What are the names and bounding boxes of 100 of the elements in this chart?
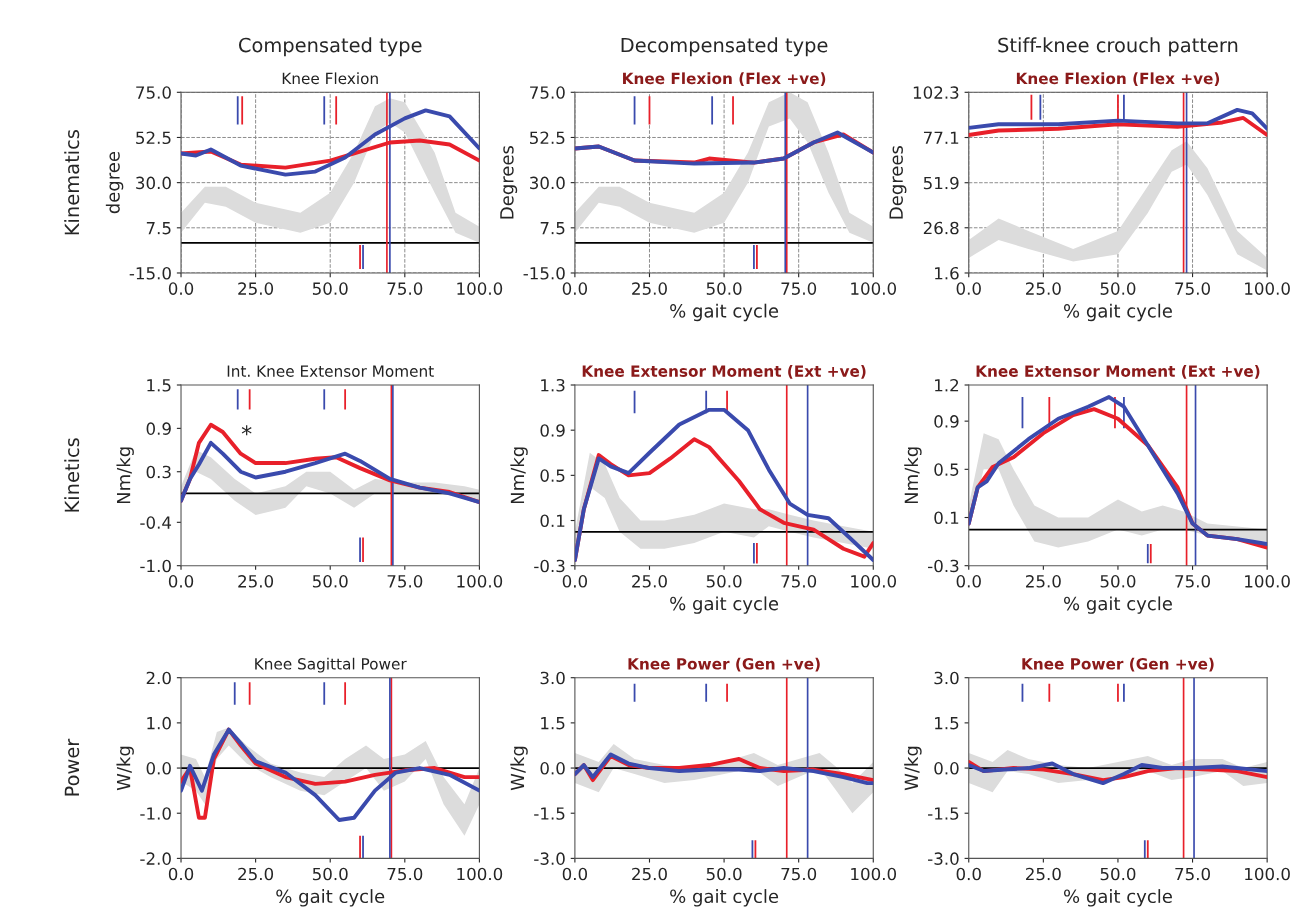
y-tick-label: 0.0 <box>540 762 565 775</box>
y-tick-label: -1.0 <box>140 807 171 820</box>
y-tick-label: -3.0 <box>928 852 959 865</box>
y-tick-label: 0.9 <box>146 422 171 435</box>
x-tick-label: 50.0 <box>1100 282 1136 295</box>
y-axis-title: Nm/kg <box>510 447 528 504</box>
y-tick-label: -3.0 <box>534 852 565 865</box>
x-tick-label: 75.0 <box>387 282 423 295</box>
chart-title: Knee Sagittal Power <box>255 657 407 673</box>
x-tick-label: 50.0 <box>312 282 348 295</box>
y-tick-label: 1.0 <box>147 716 171 730</box>
x-tick-label: 25.0 <box>632 282 667 295</box>
x-tick-label: 75.0 <box>781 867 817 881</box>
x-tick-label: 75.0 <box>1175 867 1210 881</box>
y-tick-label: 1.6 <box>935 266 959 280</box>
y-tick-label: 30.0 <box>136 176 171 190</box>
x-tick-label: 75.0 <box>1175 282 1210 295</box>
x-axis-title: % gait cycle <box>1063 596 1172 614</box>
y-tick-label: 0.1 <box>540 514 565 528</box>
x-axis-title: % gait cycle <box>670 596 779 614</box>
y-tick-label: 26.8 <box>923 221 959 235</box>
y-axis-title: Nm/kg <box>116 447 134 504</box>
x-tick-label: 0.0 <box>562 575 588 588</box>
x-tick-label: 50.0 <box>1100 575 1136 588</box>
x-tick-label: 25.0 <box>238 575 274 588</box>
x-tick-label: 0.0 <box>562 282 588 295</box>
x-axis-title: % gait cycle <box>1063 303 1172 322</box>
x-tick-label: 0.0 <box>168 867 194 881</box>
x-tick-label: 100.0 <box>457 575 503 588</box>
y-tick-label: 102.3 <box>913 86 959 99</box>
x-tick-label: 50.0 <box>312 867 348 881</box>
y-tick-label: -0.4 <box>140 516 172 529</box>
y-axis-title: W/kg <box>116 746 134 791</box>
chart-title: Knee Power (Gen +ve) <box>1022 657 1214 672</box>
y-tick-label: 75.0 <box>530 86 565 99</box>
chart-title: Knee Flexion (Flex +ve) <box>623 72 826 86</box>
y-tick-label: 7.5 <box>540 221 565 235</box>
y-tick-label: -15.0 <box>129 266 171 280</box>
text: Stiff-knee crouch pattern <box>998 37 1238 57</box>
x-tick-label: 25.0 <box>632 575 667 588</box>
y-tick-label: 1.5 <box>935 717 959 730</box>
y-tick-label: 1.2 <box>935 378 959 392</box>
y-tick-label: 3.0 <box>934 671 959 685</box>
y-tick-label: 0.5 <box>540 469 565 482</box>
y-tick-label: 0.1 <box>934 511 959 525</box>
x-tick-label: 100.0 <box>1245 867 1290 881</box>
x-tick-label: 100.0 <box>1245 575 1290 588</box>
text: Kinematics <box>64 130 80 235</box>
y-tick-label: -1.5 <box>534 807 565 820</box>
y-tick-label: -2.0 <box>140 852 171 865</box>
text: Kinetics <box>64 438 80 512</box>
y-tick-label: 3.0 <box>540 671 565 685</box>
y-tick-label: 1.5 <box>541 717 565 730</box>
y-tick-label: -15.0 <box>523 266 565 280</box>
y-axis-title: degree <box>105 151 124 214</box>
x-tick-label: 25.0 <box>1026 575 1061 588</box>
y-tick-label: 52.5 <box>530 131 565 145</box>
x-tick-label: 75.0 <box>387 575 423 588</box>
x-tick-label: 50.0 <box>1100 867 1136 881</box>
text: Decompensated type <box>621 37 828 57</box>
y-tick-label: -0.3 <box>534 559 565 573</box>
x-tick-label: 75.0 <box>781 575 817 588</box>
y-tick-label: 1.3 <box>541 378 565 392</box>
x-tick-label: 50.0 <box>706 867 742 881</box>
y-tick-label: 7.5 <box>146 221 171 235</box>
x-tick-label: 100.0 <box>851 282 897 295</box>
x-tick-label: 0.0 <box>168 575 194 588</box>
y-tick-label: 0.0 <box>146 762 171 775</box>
y-tick-label: -0.3 <box>928 559 959 573</box>
x-tick-label: 50.0 <box>312 575 348 588</box>
y-tick-label: 51.9 <box>923 176 959 190</box>
y-axis-title: Degrees <box>500 145 518 219</box>
chart-title: Knee Extensor Moment (Ext +ve) <box>582 365 866 379</box>
chart-title: Knee Extensor Moment (Ext +ve) <box>976 365 1260 379</box>
y-tick-label: 0.3 <box>146 465 171 479</box>
text: Compensated type <box>238 37 422 57</box>
x-tick-label: 100.0 <box>457 282 503 295</box>
y-tick-label: 0.9 <box>540 424 565 437</box>
chart-title: Knee Power (Gen +ve) <box>628 657 820 672</box>
x-axis-title: % gait cycle <box>670 889 779 907</box>
x-tick-label: 100.0 <box>457 867 503 881</box>
y-tick-label: 52.5 <box>136 131 171 145</box>
x-tick-label: 100.0 <box>851 867 897 881</box>
y-tick-label: 0.0 <box>934 762 959 775</box>
x-tick-label: 100.0 <box>1245 282 1290 295</box>
y-axis-title: W/kg <box>510 746 528 791</box>
x-tick-label: 0.0 <box>168 282 194 295</box>
x-axis-title: % gait cycle <box>670 303 779 322</box>
y-axis-title: Degrees <box>889 145 907 219</box>
y-tick-label: 1.5 <box>147 379 171 392</box>
y-tick-label: 77.1 <box>923 131 959 144</box>
y-axis-title: Nm/kg <box>904 447 922 504</box>
y-tick-label: 30.0 <box>530 176 565 190</box>
x-tick-label: 100.0 <box>851 575 897 588</box>
x-tick-label: 0.0 <box>956 282 981 295</box>
x-tick-label: 75.0 <box>387 867 423 881</box>
y-tick-label: 2.0 <box>146 671 171 685</box>
chart-title: Knee Flexion (Flex +ve) <box>1016 72 1220 86</box>
x-tick-label: 50.0 <box>706 575 742 588</box>
x-tick-label: 25.0 <box>632 867 667 881</box>
